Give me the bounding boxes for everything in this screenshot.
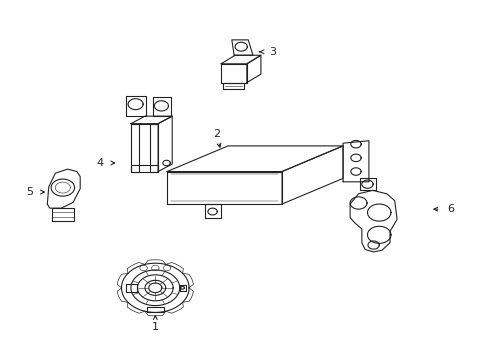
Text: 4: 4 <box>96 158 103 168</box>
Text: 2: 2 <box>212 129 220 139</box>
Text: 1: 1 <box>151 322 159 332</box>
Text: 6: 6 <box>447 204 454 214</box>
Text: 5: 5 <box>26 187 33 197</box>
Text: 3: 3 <box>268 47 276 57</box>
